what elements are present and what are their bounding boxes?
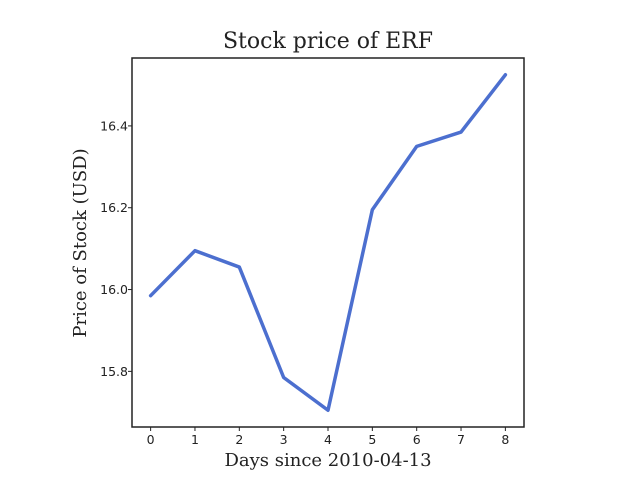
y-tick-label: 16.0 <box>100 282 128 297</box>
x-tick-label: 4 <box>324 432 332 447</box>
x-tick-label: 0 <box>147 432 155 447</box>
x-tick-label: 7 <box>457 432 465 447</box>
x-tick-label: 8 <box>501 432 509 447</box>
x-tick-label: 3 <box>280 432 288 447</box>
plot-area: 0 1 2 3 4 5 6 7 8 15.8 16.0 16.2 16.4 <box>100 57 525 447</box>
price-series-line <box>148 73 508 412</box>
x-tick-label: 2 <box>235 432 243 447</box>
y-tick-label: 16.2 <box>100 200 128 215</box>
plot-frame <box>131 57 525 428</box>
y-tick-label: 15.8 <box>100 364 128 379</box>
chart-title: Stock price of ERF <box>223 29 433 54</box>
y-axis-label: Price of Stock (USD) <box>70 148 91 337</box>
y-tick-label: 16.4 <box>100 118 128 133</box>
x-tick-label: 1 <box>191 432 199 447</box>
x-axis-label: Days since 2010-04-13 <box>224 450 431 471</box>
x-tick-label: 5 <box>368 432 376 447</box>
x-tick-label: 6 <box>413 432 421 447</box>
